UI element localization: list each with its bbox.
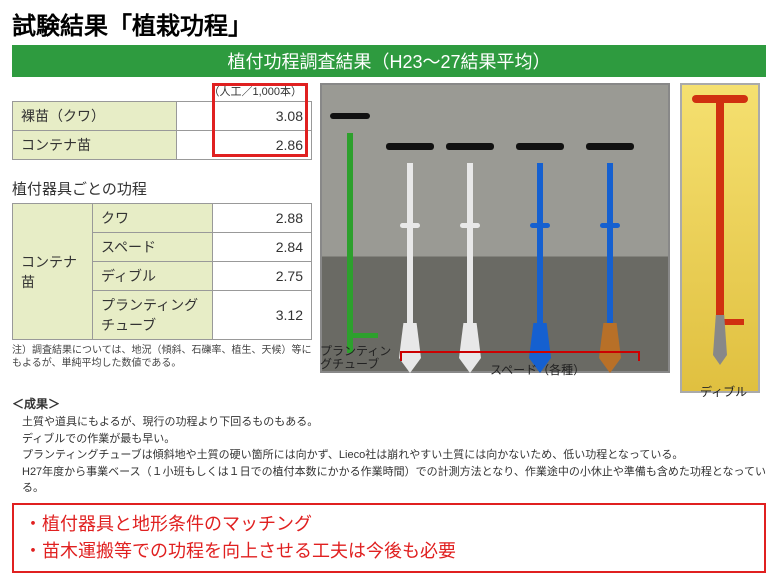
label-planting-tube: プランティングチューブ: [320, 345, 400, 371]
row-head: コンテナ苗: [13, 204, 93, 340]
table-row: 裸苗（クワ） 3.08: [13, 102, 312, 131]
table-row: コンテナ苗 2.86: [13, 131, 312, 160]
tool-value: 2.84: [213, 233, 312, 262]
result-line: プランティングチューブは傾斜地や土質の硬い箇所には向かず、Lieco社は崩れやす…: [22, 447, 766, 464]
label-dibble: ディブル: [700, 383, 747, 400]
tool-label: クワ: [93, 204, 213, 233]
tool-value: 2.88: [213, 204, 312, 233]
results-body: 土質や道具にもよるが、現行の功程より下回るものもある。 ディブルでの作業が最も早…: [22, 414, 766, 497]
result-line: 土質や道具にもよるが、現行の功程より下回るものもある。: [22, 414, 766, 431]
result-line: H27年度から事業ベース（１小班もしくは１日での植付本数にかかる作業時間）での計…: [22, 464, 766, 497]
page-title: 試験結果「植栽功程」: [12, 6, 766, 41]
summary-table: 裸苗（クワ） 3.08 コンテナ苗 2.86: [12, 101, 312, 160]
result-line: ディブルでの作業が最も早い。: [22, 431, 766, 448]
tool-table-title: 植付器具ごとの功程: [12, 178, 312, 199]
row-value: 2.86: [177, 131, 312, 160]
table-row: コンテナ苗 クワ 2.88: [13, 204, 312, 233]
spade-white-icon: [450, 143, 490, 373]
planting-tube-icon: [330, 113, 370, 373]
row-label: 裸苗（クワ）: [13, 102, 177, 131]
spade-white-icon: [390, 143, 430, 373]
spade-blue-icon: [520, 143, 560, 373]
summary-box: ・植付器具と地形条件のマッチング ・苗木運搬等での功程を向上させる工夫は今後も必…: [12, 503, 766, 573]
tool-table: コンテナ苗 クワ 2.88 スペード 2.84 ディブル 2.75 プランティン…: [12, 203, 312, 340]
tool-label: スペード: [93, 233, 213, 262]
spade-bracket: [400, 351, 640, 359]
result-banner: 植付功程調査結果（H23～27結果平均）: [12, 45, 766, 77]
tool-label: ディブル: [93, 262, 213, 291]
table-footnote: 注）調査結果については、地況（傾斜、石礫率、植生、天候）等にもよるが、単純平均し…: [12, 344, 312, 370]
results-heading: ＜成果＞: [12, 395, 766, 412]
tools-photo: プランティングチューブ スペード（各種） ディブル: [320, 83, 766, 393]
spade-blue-icon: [590, 143, 630, 373]
summary-line: ・植付器具と地形条件のマッチング: [24, 511, 754, 538]
dibble-panel: [680, 83, 760, 393]
summary-line: ・苗木運搬等での功程を向上させる工夫は今後も必要: [24, 538, 754, 565]
label-spade: スペード（各種）: [490, 361, 585, 378]
dibble-icon: [700, 95, 740, 375]
tool-value: 3.12: [213, 291, 312, 340]
unit-label: （人工／1,000本）: [12, 83, 312, 99]
tool-value: 2.75: [213, 262, 312, 291]
row-label: コンテナ苗: [13, 131, 177, 160]
row-value: 3.08: [177, 102, 312, 131]
tool-label: プランティングチューブ: [93, 291, 213, 340]
